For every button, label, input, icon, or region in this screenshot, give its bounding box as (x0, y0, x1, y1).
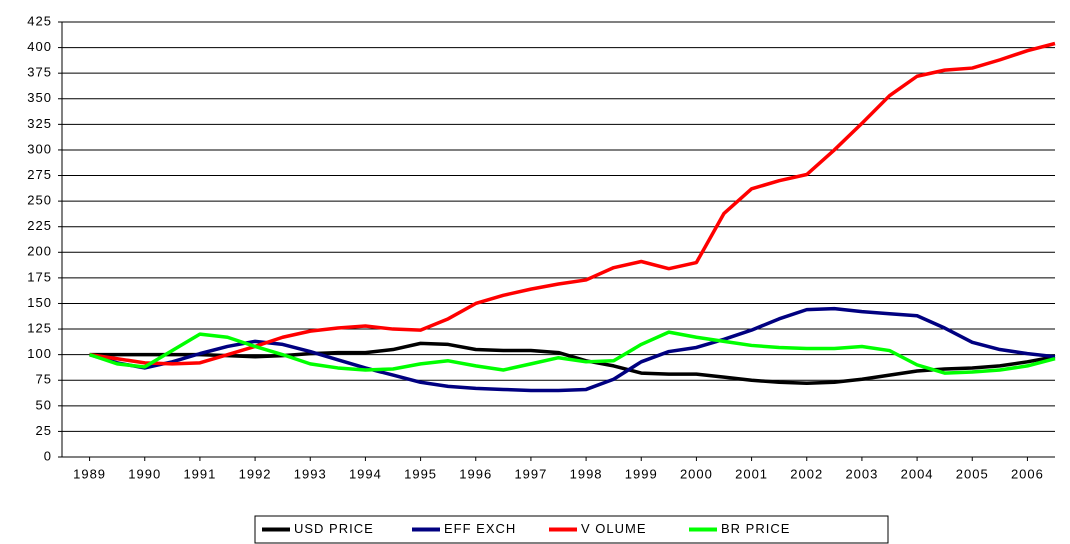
x-tick-label: 2006 (1011, 466, 1044, 481)
y-tick-label: 0 (44, 448, 52, 463)
x-tick-label: 1997 (514, 466, 547, 481)
x-tick-label: 2005 (956, 466, 989, 481)
y-tick-label: 200 (27, 244, 52, 259)
line (89, 41, 1056, 366)
x-tick-label: 1998 (570, 466, 603, 481)
x-tick-label: 1990 (128, 466, 161, 481)
x-tick-label: 2004 (901, 466, 934, 481)
y-tick-label: 425 (27, 13, 52, 28)
x-tick-label: 1993 (294, 466, 327, 481)
y-tick-label: 275 (27, 167, 52, 182)
y-tick-label: 300 (27, 141, 52, 156)
y-tick-label: 75 (36, 372, 52, 387)
y-tick-label: 125 (27, 320, 52, 335)
x-tick-label: 1992 (239, 466, 272, 481)
x-tick-label: 2000 (680, 466, 713, 481)
y-tick-label: 400 (27, 39, 52, 54)
legend-label: USD PRICE (294, 521, 374, 536)
y-tick-label: 25 (36, 423, 52, 438)
y-tick-label: 175 (27, 269, 52, 284)
x-tick-label: 1999 (625, 466, 658, 481)
y-tick-label: 375 (27, 65, 52, 80)
y-tick-label: 250 (27, 193, 52, 208)
x-tick-label: 1995 (404, 466, 437, 481)
line (89, 330, 1056, 375)
legend-label: V OLUME (581, 521, 647, 536)
x-tick-label: 2003 (845, 466, 878, 481)
x-tick-label: 1991 (183, 466, 216, 481)
y-tick-label: 100 (27, 346, 52, 361)
y-tick-label: 50 (36, 397, 52, 412)
line (89, 306, 1056, 393)
y-tick-label: 350 (27, 90, 52, 105)
x-tick-label: 1994 (349, 466, 382, 481)
y-tick-label: 150 (27, 295, 52, 310)
x-tick-label: 2001 (735, 466, 768, 481)
line (89, 341, 1056, 386)
x-tick-label: 1989 (73, 466, 106, 481)
x-tick-label: 1996 (459, 466, 492, 481)
x-tick-label: 2002 (790, 466, 823, 481)
legend-label: EFF EXCH (444, 521, 516, 536)
y-tick-label: 325 (27, 116, 52, 131)
legend-label: BR PRICE (721, 521, 790, 536)
y-tick-label: 225 (27, 218, 52, 233)
